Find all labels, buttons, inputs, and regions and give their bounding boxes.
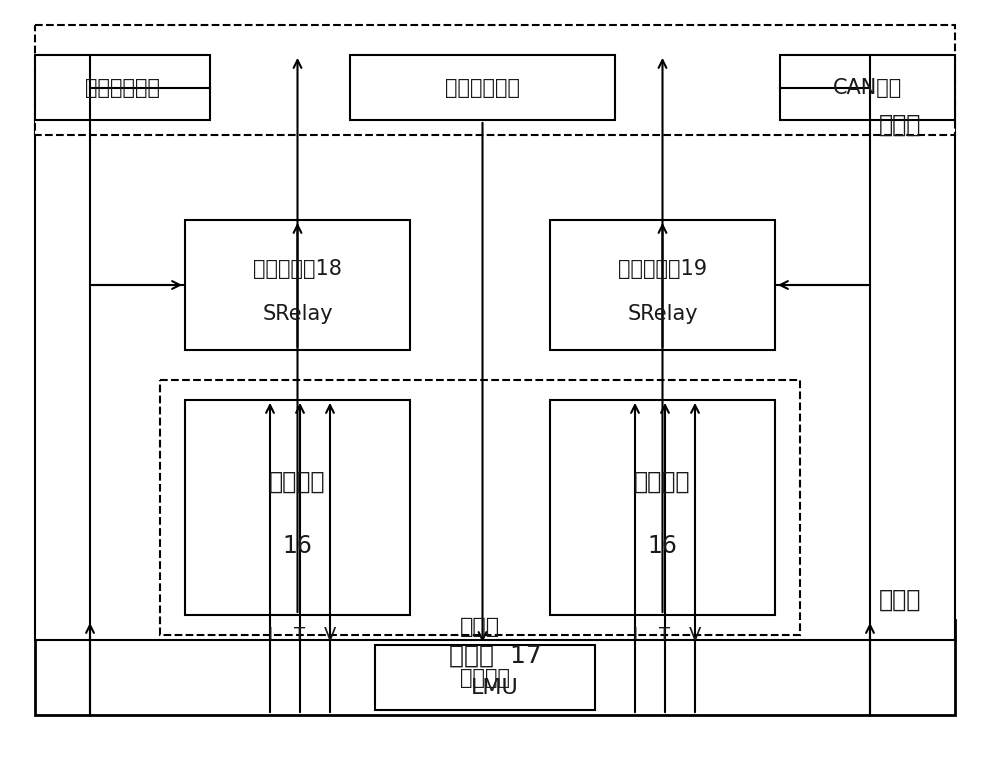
Bar <box>35 25 955 135</box>
Text: T: T <box>294 626 306 644</box>
Bar <box>35 55 210 120</box>
Bar <box>550 220 775 350</box>
Bar <box>550 400 775 615</box>
Text: V: V <box>689 626 701 644</box>
Text: 切换继电器19: 切换继电器19 <box>618 260 707 279</box>
Text: 从控板  17: 从控板 17 <box>449 644 541 668</box>
Text: 外电输入端子: 外电输入端子 <box>85 78 160 97</box>
Bar <box>35 620 955 715</box>
Text: SRelay: SRelay <box>262 304 333 323</box>
Bar <box>780 55 955 120</box>
Bar <box>185 400 410 615</box>
Text: 控制腔: 控制腔 <box>879 588 921 612</box>
Text: I: I <box>632 626 638 644</box>
Text: 电池支路: 电池支路 <box>269 470 326 494</box>
Text: 16: 16 <box>648 534 677 559</box>
Text: SRelay: SRelay <box>627 304 698 323</box>
Text: CAN总线: CAN总线 <box>833 78 902 97</box>
Text: 切换继电器18: 切换继电器18 <box>253 260 342 279</box>
Bar <box>35 120 955 640</box>
Bar <box>160 380 800 635</box>
Text: I: I <box>267 626 273 644</box>
Bar <box>375 645 595 710</box>
Text: T: T <box>659 626 671 644</box>
Text: 接线腔: 接线腔 <box>879 113 921 137</box>
Text: 16: 16 <box>283 534 312 559</box>
Bar <box>350 55 615 120</box>
Text: LMU: LMU <box>471 678 519 699</box>
Text: V: V <box>324 626 336 644</box>
Text: 电池支路: 电池支路 <box>634 470 691 494</box>
Bar <box>185 220 410 350</box>
Text: 电池输入端子: 电池输入端子 <box>445 78 520 97</box>
Text: 隔离开关: 隔离开关 <box>460 667 510 687</box>
Text: 电池腔: 电池腔 <box>460 617 500 637</box>
